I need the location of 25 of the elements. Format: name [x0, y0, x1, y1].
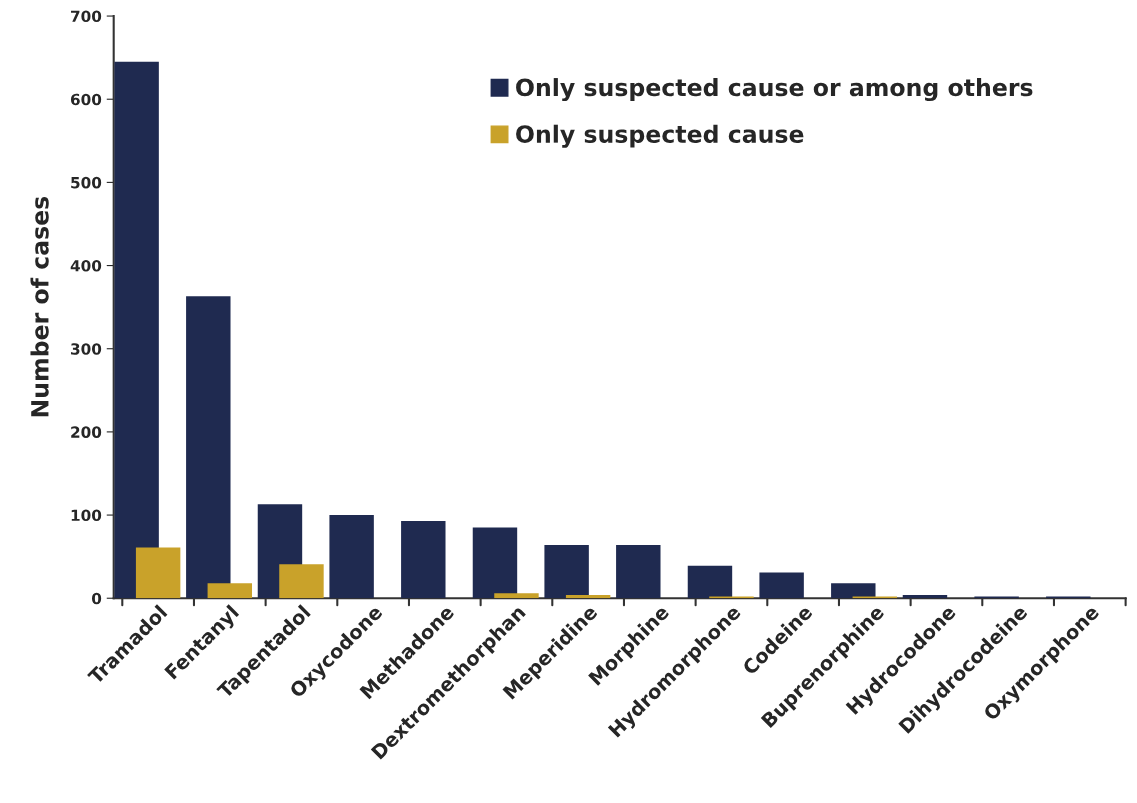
bar — [544, 545, 589, 599]
y-tick-label: 200 — [71, 426, 102, 438]
bar — [135, 547, 181, 599]
bar — [186, 296, 231, 599]
y-tick-label: 100 — [71, 509, 102, 522]
y-tick-label: 300 — [71, 343, 102, 355]
bar — [687, 565, 733, 599]
bar — [114, 61, 159, 599]
legend-label: Only suspected cause — [516, 124, 804, 148]
y-tick-label: 700 — [71, 10, 102, 23]
bar — [616, 545, 661, 599]
bar — [279, 564, 324, 599]
bar — [472, 527, 518, 599]
y-axis-title: Number of cases — [30, 196, 49, 417]
bar — [207, 583, 253, 599]
bar — [494, 593, 539, 599]
bar — [401, 520, 446, 599]
bar — [329, 515, 374, 599]
bar — [759, 572, 804, 599]
y-tick-label: 600 — [70, 93, 102, 106]
legend-label: Only suspected cause or among others — [516, 78, 1033, 102]
y-tick-label: 400 — [70, 260, 102, 272]
y-tick-label: 500 — [71, 176, 102, 189]
y-tick-label: 0 — [91, 592, 102, 605]
bar — [831, 583, 876, 599]
